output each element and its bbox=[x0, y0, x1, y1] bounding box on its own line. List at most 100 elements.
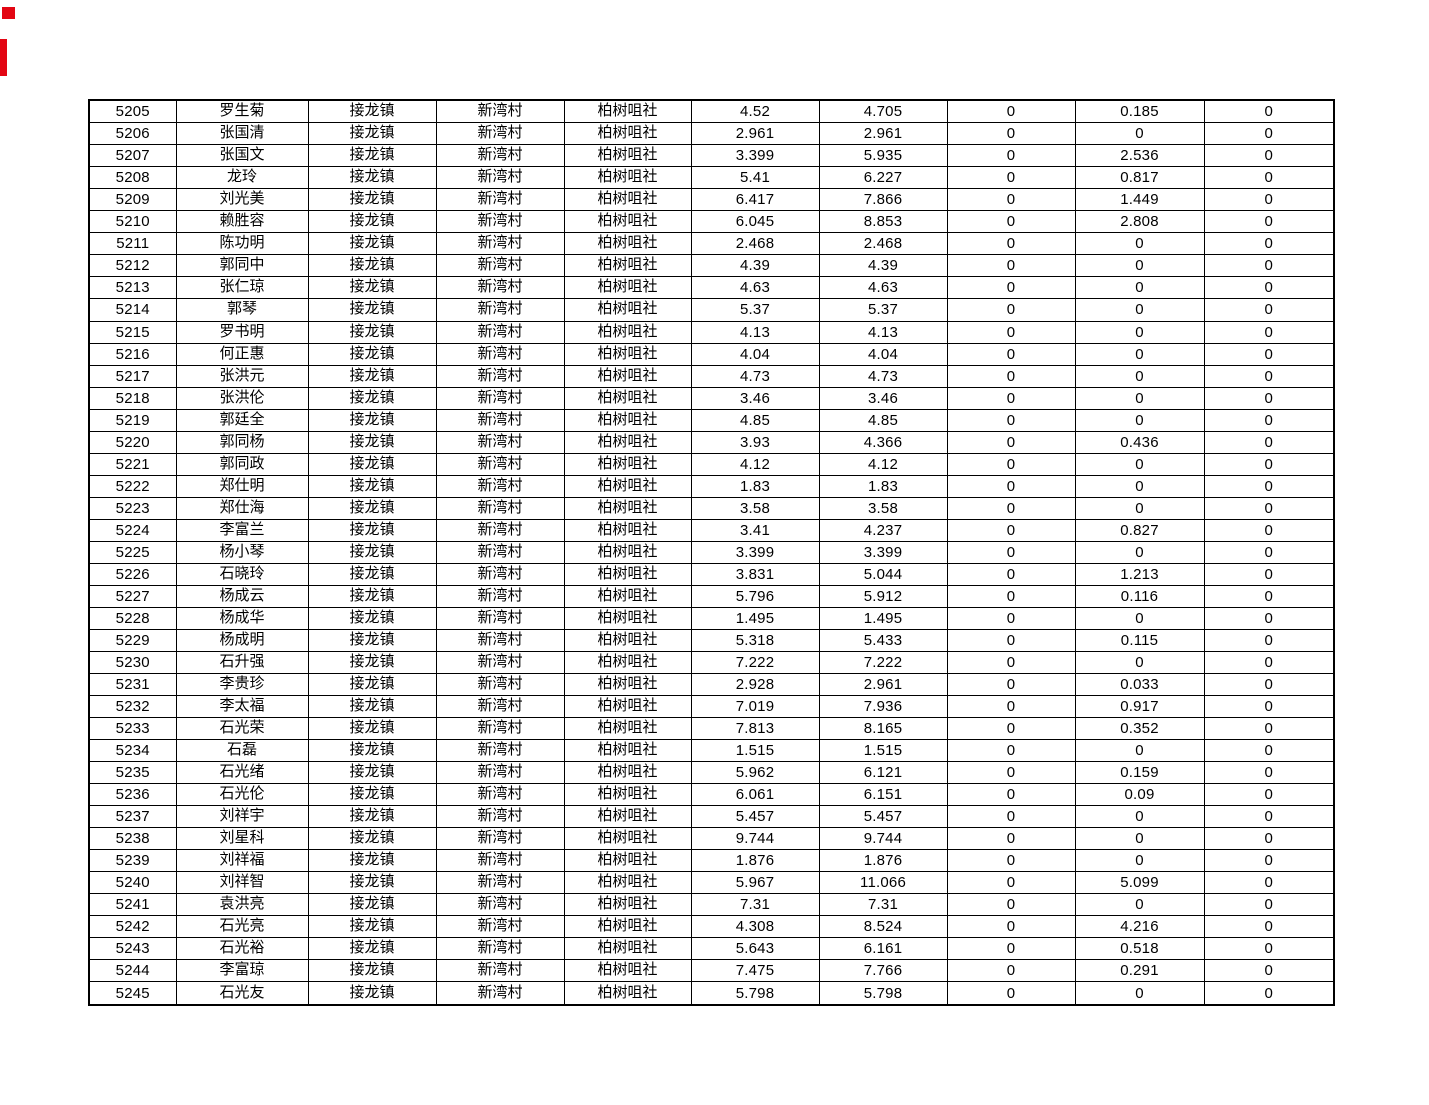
value-col-3-cell: 0 bbox=[946, 606, 1076, 630]
value-col-2-cell: 8.853 bbox=[818, 210, 948, 234]
table-row: 5233 石光荣 接龙镇 新湾村 柏树咀社 7.813 8.165 0 0.352 0 bbox=[88, 717, 1335, 741]
value-col-3-cell: 0 bbox=[946, 672, 1076, 697]
value-col-2-cell: 4.12 bbox=[818, 452, 948, 476]
value-col-1-cell: 3.46 bbox=[690, 386, 820, 410]
serial-number-cell: 5209 bbox=[88, 188, 177, 212]
township-cell: 接龙镇 bbox=[307, 827, 437, 851]
value-col-2-cell: 7.866 bbox=[818, 188, 948, 212]
township-cell: 接龙镇 bbox=[307, 298, 437, 322]
value-col-1-cell: 4.13 bbox=[690, 320, 820, 344]
value-col-3-cell: 0 bbox=[946, 893, 1076, 917]
township-cell: 接龙镇 bbox=[307, 761, 437, 785]
value-col-2-cell: 4.366 bbox=[818, 430, 948, 454]
hamlet-cell: 柏树咀社 bbox=[563, 540, 692, 564]
village-cell: 新湾村 bbox=[435, 452, 565, 476]
hamlet-cell: 柏树咀社 bbox=[563, 144, 692, 168]
village-cell: 新湾村 bbox=[435, 871, 565, 895]
value-col-1-cell: 3.93 bbox=[690, 430, 820, 454]
value-col-2-cell: 7.936 bbox=[818, 695, 948, 719]
value-col-3-cell: 0 bbox=[946, 783, 1076, 807]
person-name-cell: 张洪元 bbox=[175, 364, 309, 388]
table-row: 5227 杨成云 接龙镇 新湾村 柏树咀社 5.796 5.912 0 0.116 0 bbox=[88, 584, 1335, 608]
serial-number-cell: 5205 bbox=[88, 99, 177, 124]
hamlet-cell: 柏树咀社 bbox=[563, 496, 692, 520]
township-cell: 接龙镇 bbox=[307, 915, 437, 939]
table-row: 5237 刘祥宇 接龙镇 新湾村 柏树咀社 5.457 5.457 0 0 0 bbox=[88, 805, 1335, 829]
value-col-5-cell: 0 bbox=[1203, 849, 1335, 873]
table-row: 5209 刘光美 接龙镇 新湾村 柏树咀社 6.417 7.866 0 1.449 0 bbox=[88, 188, 1335, 212]
village-cell: 新湾村 bbox=[435, 210, 565, 234]
value-col-2-cell: 4.13 bbox=[818, 320, 948, 344]
person-name-cell: 张国文 bbox=[175, 144, 309, 168]
value-col-4-cell: 0 bbox=[1074, 893, 1205, 917]
serial-number-cell: 5215 bbox=[88, 320, 177, 344]
village-cell: 新湾村 bbox=[435, 893, 565, 917]
value-col-1-cell: 5.37 bbox=[690, 298, 820, 322]
serial-number-cell: 5217 bbox=[88, 364, 177, 388]
serial-number-cell: 5236 bbox=[88, 783, 177, 807]
value-col-5-cell: 0 bbox=[1203, 254, 1335, 278]
table-row: 5210 赖胜容 接龙镇 新湾村 柏树咀社 6.045 8.853 0 2.808 0 bbox=[88, 210, 1335, 234]
township-cell: 接龙镇 bbox=[307, 849, 437, 873]
person-name-cell: 张国清 bbox=[175, 122, 309, 146]
hamlet-cell: 柏树咀社 bbox=[563, 827, 692, 851]
value-col-3-cell: 0 bbox=[946, 871, 1076, 895]
hamlet-cell: 柏树咀社 bbox=[563, 364, 692, 388]
serial-number-cell: 5235 bbox=[88, 761, 177, 785]
records-table-body: 5205 罗生菊 接龙镇 新湾村 柏树咀社 4.52 4.705 0 0.185 0 5206 张国清… bbox=[88, 99, 1335, 1006]
person-name-cell: 石升强 bbox=[175, 650, 309, 675]
village-cell: 新湾村 bbox=[435, 695, 565, 719]
value-col-2-cell: 4.63 bbox=[818, 276, 948, 300]
value-col-5-cell: 0 bbox=[1203, 650, 1335, 675]
value-col-2-cell: 7.766 bbox=[818, 959, 948, 983]
value-col-5-cell: 0 bbox=[1203, 364, 1335, 388]
person-name-cell: 李太福 bbox=[175, 695, 309, 719]
value-col-5-cell: 0 bbox=[1203, 99, 1335, 124]
value-col-2-cell: 1.495 bbox=[818, 606, 948, 630]
table-row: 5207 张国文 接龙镇 新湾村 柏树咀社 3.399 5.935 0 2.536 0 bbox=[88, 144, 1335, 168]
township-cell: 接龙镇 bbox=[307, 408, 437, 432]
value-col-1-cell: 5.41 bbox=[690, 166, 820, 190]
value-col-2-cell: 4.04 bbox=[818, 342, 948, 366]
serial-number-cell: 5223 bbox=[88, 496, 177, 520]
serial-number-cell: 5208 bbox=[88, 166, 177, 190]
value-col-1-cell: 2.961 bbox=[690, 122, 820, 146]
value-col-2-cell: 4.39 bbox=[818, 254, 948, 278]
serial-number-cell: 5243 bbox=[88, 937, 177, 961]
value-col-2-cell: 4.237 bbox=[818, 518, 948, 542]
serial-number-cell: 5212 bbox=[88, 254, 177, 278]
value-col-1-cell: 7.813 bbox=[690, 717, 820, 741]
value-col-1-cell: 7.475 bbox=[690, 959, 820, 983]
serial-number-cell: 5227 bbox=[88, 584, 177, 608]
township-cell: 接龙镇 bbox=[307, 99, 437, 124]
sheet-container: 5205 罗生菊 接龙镇 新湾村 柏树咀社 4.52 4.705 0 0.185 0 5206 张国清… bbox=[88, 99, 1335, 1006]
township-cell: 接龙镇 bbox=[307, 606, 437, 630]
value-col-3-cell: 0 bbox=[946, 915, 1076, 939]
village-cell: 新湾村 bbox=[435, 518, 565, 542]
village-cell: 新湾村 bbox=[435, 584, 565, 608]
value-col-4-cell: 0 bbox=[1074, 408, 1205, 432]
value-col-1-cell: 7.31 bbox=[690, 893, 820, 917]
serial-number-cell: 5210 bbox=[88, 210, 177, 234]
person-name-cell: 郭同政 bbox=[175, 452, 309, 476]
value-col-1-cell: 4.308 bbox=[690, 915, 820, 939]
value-col-4-cell: 2.808 bbox=[1074, 210, 1205, 234]
value-col-4-cell: 5.099 bbox=[1074, 871, 1205, 895]
value-col-3-cell: 0 bbox=[946, 739, 1076, 763]
person-name-cell: 郑仕海 bbox=[175, 496, 309, 520]
hamlet-cell: 柏树咀社 bbox=[563, 166, 692, 190]
value-col-2-cell: 2.468 bbox=[818, 232, 948, 256]
township-cell: 接龙镇 bbox=[307, 717, 437, 741]
village-cell: 新湾村 bbox=[435, 364, 565, 388]
value-col-2-cell: 8.524 bbox=[818, 915, 948, 939]
value-col-5-cell: 0 bbox=[1203, 342, 1335, 366]
value-col-4-cell: 0.917 bbox=[1074, 695, 1205, 719]
value-col-4-cell: 0 bbox=[1074, 386, 1205, 410]
value-col-1-cell: 4.12 bbox=[690, 452, 820, 476]
serial-number-cell: 5206 bbox=[88, 122, 177, 146]
village-cell: 新湾村 bbox=[435, 827, 565, 851]
value-col-3-cell: 0 bbox=[946, 827, 1076, 851]
village-cell: 新湾村 bbox=[435, 342, 565, 366]
table-row: 5238 刘星科 接龙镇 新湾村 柏树咀社 9.744 9.744 0 0 0 bbox=[88, 827, 1335, 851]
table-row: 5224 李富兰 接龙镇 新湾村 柏树咀社 3.41 4.237 0 0.827 0 bbox=[88, 518, 1335, 542]
